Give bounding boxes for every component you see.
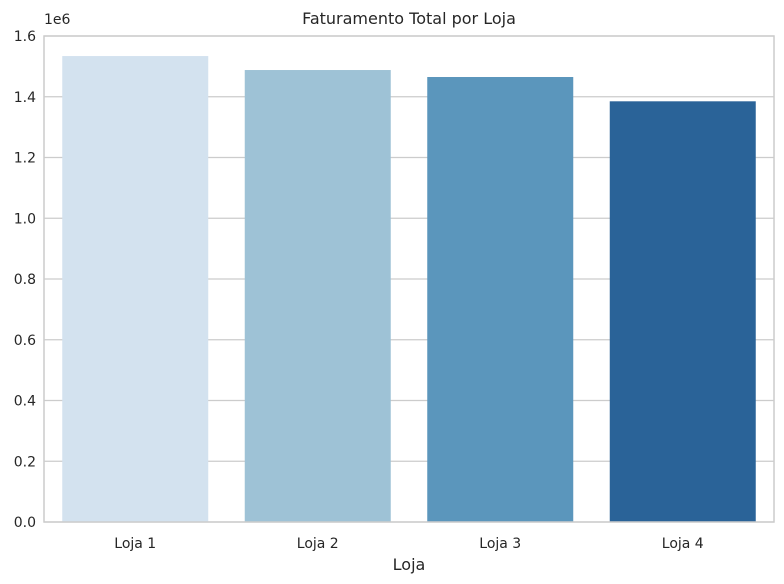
chart-title: Faturamento Total por Loja xyxy=(302,9,516,28)
x-tick-label: Loja 3 xyxy=(479,536,521,552)
y-axis-offset-label: 1e6 xyxy=(44,12,71,28)
y-tick-label: 1.0 xyxy=(14,211,36,227)
y-tick-label: 0.8 xyxy=(14,272,36,288)
bar xyxy=(427,77,574,522)
y-tick-label: 0.0 xyxy=(14,515,36,531)
y-tick-labels: 0.0 0.2 0.4 0.6 0.8 1.0 1.2 1.4 1.6 xyxy=(14,29,36,531)
y-tick-label: 0.6 xyxy=(14,333,36,349)
bars xyxy=(62,56,756,523)
y-tick-label: 1.6 xyxy=(14,29,36,45)
bar xyxy=(62,56,209,523)
x-tick-label: Loja 4 xyxy=(662,536,704,552)
x-tick-label: Loja 1 xyxy=(114,536,156,552)
y-tick-label: 0.2 xyxy=(14,454,36,470)
x-tick-labels: Loja 1 Loja 2 Loja 3 Loja 4 xyxy=(114,536,704,552)
x-tick-label: Loja 2 xyxy=(297,536,339,552)
bar xyxy=(609,101,756,523)
x-axis-label: Loja xyxy=(393,555,426,574)
y-tick-label: 1.4 xyxy=(14,90,36,106)
bar xyxy=(244,70,391,523)
y-tick-label: 1.2 xyxy=(14,151,36,167)
plot-frame xyxy=(43,35,775,523)
y-tick-label: 0.4 xyxy=(14,394,36,410)
